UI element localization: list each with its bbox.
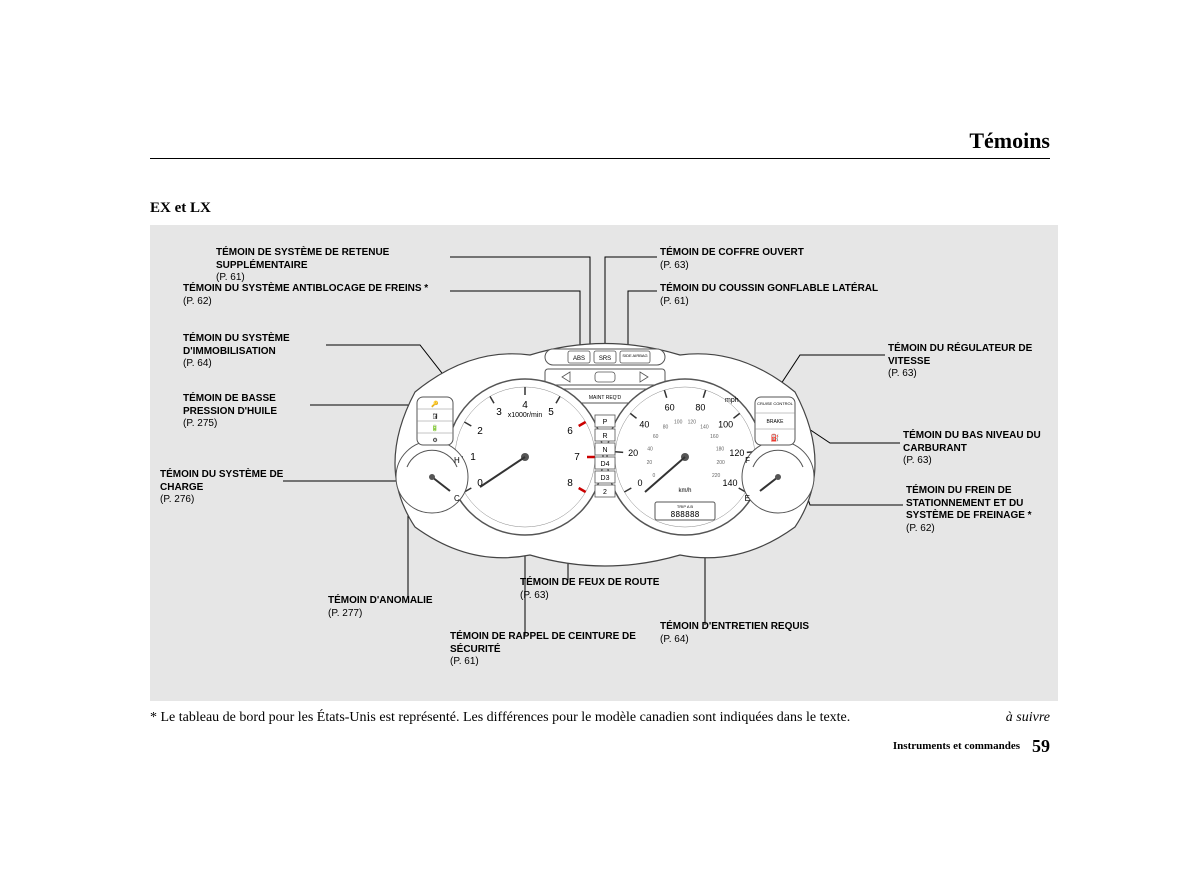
temp-gauge: H C [396, 441, 468, 513]
label-seatbelt: TÉMOIN DE RAPPEL DE CEINTURE DE SÉCURITÉ… [450, 631, 640, 669]
svg-text:60: 60 [665, 402, 675, 412]
top-indicator-bar: ABS SRS SIDE AIRBAG [545, 349, 665, 365]
svg-text:80: 80 [663, 425, 669, 431]
svg-text:P: P [603, 419, 608, 426]
label-trunk: TÉMOIN DE COFFRE OUVERT (P. 63) [660, 247, 860, 272]
page-subtitle: EX et LX [150, 200, 211, 217]
svg-text:mph: mph [725, 397, 739, 404]
svg-text:CRUISE CONTROL: CRUISE CONTROL [757, 401, 794, 406]
svg-text:km/h: km/h [678, 488, 691, 494]
svg-text:TRIP A B: TRIP A B [677, 504, 693, 509]
svg-text:F: F [745, 456, 750, 465]
svg-text:20: 20 [647, 460, 653, 466]
svg-text:C: C [454, 494, 460, 503]
tachometer-gauge: 0 1 2 3 4 5 6 7 8 x1000r/min [447, 379, 603, 535]
svg-text:20: 20 [628, 448, 638, 458]
secondary-indicator-row [545, 369, 665, 385]
svg-text:140: 140 [723, 478, 738, 488]
svg-text:7: 7 [574, 452, 580, 463]
svg-text:40: 40 [639, 420, 649, 430]
svg-text:SRS: SRS [599, 356, 611, 362]
svg-text:MAINT REQ'D: MAINT REQ'D [589, 395, 622, 401]
cluster-svg: ABS SRS SIDE AIRBAG MAINT [370, 337, 840, 597]
svg-text:200: 200 [716, 460, 725, 466]
page-title: Témoins [969, 128, 1050, 154]
svg-text:ABS: ABS [573, 356, 585, 362]
svg-text:x1000r/min: x1000r/min [508, 412, 543, 419]
label-cruise: TÉMOIN DU RÉGULATEUR DE VITESSE (P. 63) [888, 343, 1048, 381]
label-srs: TÉMOIN DE SYSTÈME DE RETENUE SUPPLÉMENTA… [216, 247, 451, 285]
svg-text:⚙: ⚙ [432, 437, 437, 444]
svg-text:2: 2 [603, 489, 607, 496]
svg-text:120: 120 [688, 420, 697, 426]
manual-page: Témoins EX et LX [0, 0, 1200, 892]
svg-text:40: 40 [647, 447, 653, 453]
label-brake: TÉMOIN DU FREIN DE STATIONNEMENT ET DU S… [906, 485, 1056, 535]
svg-text:120: 120 [729, 448, 744, 458]
speedometer-gauge: 0204060801001201400204060801001201401601… [607, 379, 763, 535]
svg-text:🛢: 🛢 [431, 413, 439, 420]
svg-text:0: 0 [477, 478, 483, 489]
svg-text:D4: D4 [601, 461, 610, 468]
label-maintenance: TÉMOIN D'ENTRETIEN REQUIS (P. 64) [660, 621, 840, 646]
label-abs: TÉMOIN DU SYSTÈME ANTIBLOCAGE DE FREINS … [183, 283, 453, 308]
svg-text:N: N [602, 447, 607, 454]
svg-text:🔑: 🔑 [431, 400, 439, 408]
continue-text: à suivre [1006, 710, 1050, 726]
svg-text:180: 180 [716, 447, 725, 453]
svg-text:100: 100 [674, 420, 683, 426]
svg-text:160: 160 [710, 434, 719, 440]
svg-text:2: 2 [477, 426, 483, 437]
svg-text:6: 6 [567, 426, 573, 437]
svg-text:5: 5 [548, 407, 554, 418]
svg-text:220: 220 [712, 473, 721, 479]
svg-text:🔋: 🔋 [431, 424, 438, 432]
svg-text:8: 8 [567, 478, 573, 489]
label-low-fuel: TÉMOIN DU BAS NIVEAU DU CARBURANT (P. 63… [903, 430, 1053, 468]
footnote-text: * Le tableau de bord pour les États-Unis… [150, 710, 850, 726]
label-charge: TÉMOIN DU SYSTÈME DE CHARGE (P. 276) [160, 469, 285, 507]
svg-text:H: H [454, 456, 460, 465]
footer-page-number: 59 [1032, 736, 1050, 757]
svg-text:80: 80 [695, 402, 705, 412]
svg-text:0: 0 [652, 473, 655, 479]
footer-section-label: Instruments et commandes [893, 740, 1020, 752]
instrument-cluster: ABS SRS SIDE AIRBAG MAINT [370, 337, 840, 597]
svg-text:888888: 888888 [671, 510, 700, 519]
title-rule [150, 158, 1050, 159]
svg-text:D3: D3 [601, 475, 610, 482]
svg-text:⛽: ⛽ [771, 433, 780, 442]
label-oil-pressure: TÉMOIN DE BASSE PRESSION D'HUILE (P. 275… [183, 393, 313, 431]
fuel-gauge: F E [742, 441, 814, 513]
dashboard-diagram: TÉMOIN DE SYSTÈME DE RETENUE SUPPLÉMENTA… [150, 225, 1058, 701]
svg-text:0: 0 [637, 478, 642, 488]
svg-text:1: 1 [470, 452, 476, 463]
svg-text:100: 100 [718, 420, 733, 430]
label-malfunction: TÉMOIN D'ANOMALIE (P. 277) [328, 595, 478, 620]
svg-text:SIDE AIRBAG: SIDE AIRBAG [622, 353, 647, 358]
svg-text:140: 140 [700, 425, 709, 431]
svg-text:BRAKE: BRAKE [767, 419, 785, 425]
label-immobilizer: TÉMOIN DU SYSTÈME D'IMMOBILISATION (P. 6… [183, 333, 328, 371]
right-warning-lights: CRUISE CONTROL BRAKE ⛽ [755, 397, 795, 445]
svg-text:R: R [602, 433, 607, 440]
svg-text:3: 3 [496, 407, 502, 418]
svg-text:E: E [745, 494, 750, 503]
left-warning-lights: 🔑 🛢 🔋 ⚙ [417, 397, 453, 445]
svg-text:4: 4 [522, 400, 528, 411]
label-side-airbag: TÉMOIN DU COUSSIN GONFLABLE LATÉRAL (P. … [660, 283, 900, 308]
svg-text:60: 60 [653, 434, 659, 440]
